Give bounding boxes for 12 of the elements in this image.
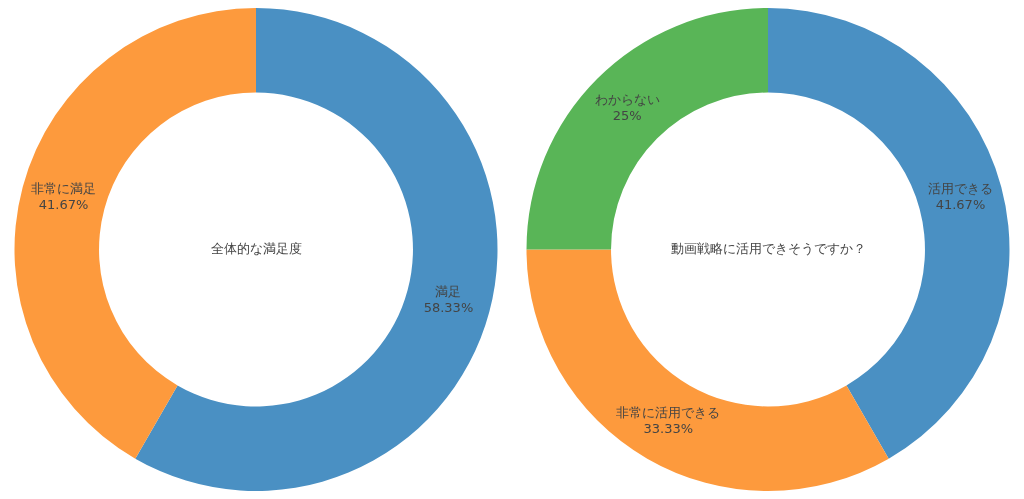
text: 動画戦略に活用できそうですか？ — [670, 240, 866, 256]
data-label: 58.33% — [423, 300, 474, 316]
data-label: 33.33% — [643, 421, 694, 437]
data-label: 41.67% — [38, 197, 89, 213]
slice-label: 非常に満足 — [31, 181, 97, 197]
slice-label: 活用できる — [927, 181, 993, 197]
slice-label: 満足 — [435, 284, 462, 300]
data-label: 25% — [612, 107, 642, 123]
slice-label: 非常に活用できる — [616, 405, 721, 421]
data-label: 41.67% — [935, 197, 986, 213]
text: 全体的な満足度 — [210, 240, 302, 256]
slice-label: わからない — [594, 91, 660, 107]
